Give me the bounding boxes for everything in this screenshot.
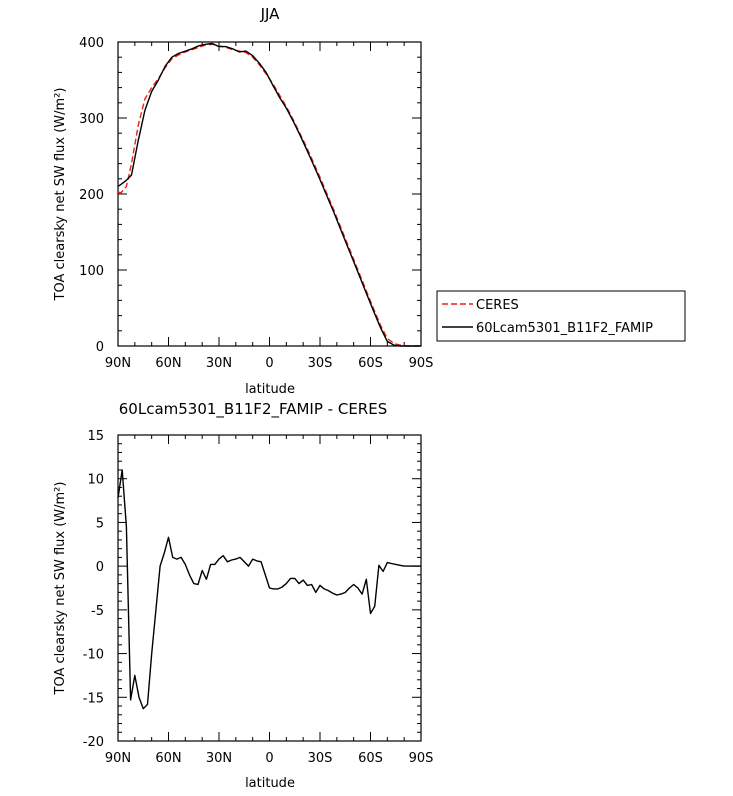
bottom-y-tick-labels: -20 -15 -10 -5 0 5 10 15 [83,429,104,750]
legend-label-ceres: CERES [476,298,519,313]
legend: CERES 60Lcam5301_B11F2_FAMIP [436,290,686,342]
bottom-tick-marks [117,434,422,742]
bottom-x-tick-label: 90S [409,751,434,766]
top-plot-frame [117,41,422,347]
top-y-axis-label: TOA clearsky net SW flux (W/m²) [53,88,68,302]
bottom-x-tick-label: 90N [105,751,131,766]
bottom-x-tick-label: 0 [265,751,273,766]
bottom-y-tick-label: 5 [96,516,104,531]
bottom-panel: 60Lcam5301_B11F2_FAMIP - CERES 90N 60N 30N… [53,400,433,791]
legend-box [436,290,686,342]
top-x-tick-label: 90S [409,356,434,371]
bottom-y-tick-label: -5 [91,604,104,619]
bottom-x-tick-labels: 90N 60N 30N 0 30S 60S 90S [105,751,434,766]
top-tick-marks [117,41,422,347]
top-y-tick-label: 100 [79,264,104,279]
top-x-tick-label: 90N [105,356,131,371]
top-series-lines [117,42,421,347]
bottom-y-tick-label: 15 [87,429,104,444]
top-y-tick-label: 300 [79,112,104,127]
bottom-y-tick-label: -15 [83,691,104,706]
bottom-series-lines [117,469,421,710]
bottom-x-tick-label: 60N [155,751,181,766]
top-x-axis-label: latitude [245,382,295,397]
top-x-tick-label: 0 [265,356,273,371]
bottom-y-tick-label: -10 [83,648,104,663]
bottom-x-tick-label: 60S [358,751,383,766]
bottom-y-tick-label: 10 [87,473,104,488]
bottom-x-tick-label: 30S [308,751,333,766]
top-y-tick-label: 400 [79,36,104,51]
top-x-tick-label: 60S [358,356,383,371]
legend-label-model: 60Lcam5301_B11F2_FAMIP [476,321,653,336]
bottom-y-axis-label: TOA clearsky net SW flux (W/m²) [53,482,68,696]
top-x-tick-label: 60N [155,356,181,371]
top-x-tick-label: 30N [206,356,232,371]
top-y-tick-label: 200 [79,188,104,203]
top-y-tick-label: 0 [96,340,104,355]
top-series-line-1 [118,43,421,347]
top-y-tick-labels: 0 100 200 300 400 [79,36,104,355]
bottom-series-line-1 [117,469,421,710]
top-x-tick-labels: 90N 60N 30N 0 30S 60S 90S [105,356,434,371]
bottom-x-axis-label: latitude [245,776,295,791]
bottom-x-tick-label: 30N [206,751,232,766]
top-series-line-2 [117,42,421,347]
top-x-tick-label: 30S [308,356,333,371]
top-panel: JJA 90N 60N 30N 0 30S 60S 90S 0 100 200 300 400 la… [53,5,433,397]
bottom-y-tick-label: -20 [83,735,104,750]
top-chart-title: JJA [260,5,281,23]
bottom-chart-title: 60Lcam5301_B11F2_FAMIP - CERES [119,400,387,419]
bottom-y-tick-label: 0 [96,560,104,575]
